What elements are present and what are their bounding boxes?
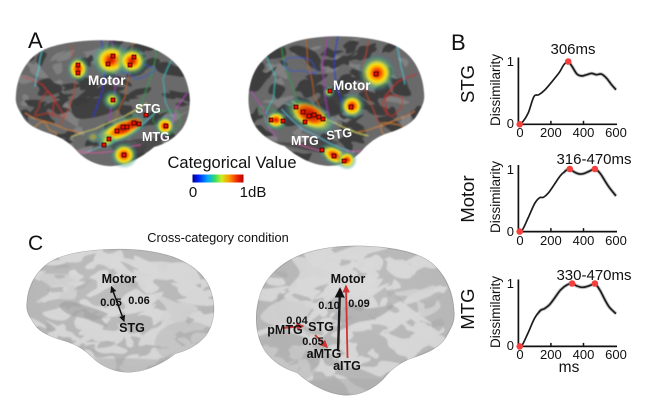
svg-text:C: C: [28, 232, 43, 255]
svg-text:Dissimilarity: Dissimilarity: [488, 54, 503, 126]
svg-text:STG: STG: [308, 320, 334, 334]
svg-text:MTG: MTG: [291, 134, 319, 148]
svg-text:200: 200: [540, 125, 562, 140]
svg-text:1: 1: [507, 162, 514, 177]
svg-text:0: 0: [516, 233, 523, 248]
svg-text:0.06: 0.06: [128, 295, 149, 307]
svg-text:B: B: [451, 30, 466, 55]
svg-text:Dissimilarity: Dissimilarity: [488, 161, 503, 233]
svg-text:400: 400: [573, 125, 595, 140]
svg-text:Dissimilarity: Dissimilarity: [488, 276, 503, 348]
svg-text:ms: ms: [559, 359, 580, 376]
svg-text:0: 0: [516, 125, 523, 140]
svg-text:200: 200: [540, 233, 562, 248]
svg-text:pMTG: pMTG: [267, 323, 302, 337]
svg-text:0: 0: [516, 347, 523, 362]
svg-text:STG: STG: [119, 321, 145, 335]
svg-text:0.10: 0.10: [318, 300, 339, 312]
svg-text:STG: STG: [135, 102, 161, 116]
svg-text:aMTG: aMTG: [307, 347, 342, 361]
svg-text:MTG: MTG: [457, 288, 478, 329]
svg-text:330-470ms: 330-470ms: [556, 267, 631, 284]
svg-text:Motor: Motor: [331, 272, 366, 286]
svg-text:Categorical Value: Categorical Value: [167, 154, 296, 172]
svg-text:Cross-category condition: Cross-category condition: [147, 230, 289, 245]
svg-text:STG: STG: [325, 126, 352, 143]
svg-text:1dB: 1dB: [240, 184, 267, 201]
svg-text:0: 0: [507, 224, 514, 239]
svg-text:MTG: MTG: [142, 130, 170, 144]
svg-text:200: 200: [540, 347, 562, 362]
svg-text:0.05: 0.05: [100, 297, 121, 309]
svg-text:1: 1: [507, 54, 514, 69]
svg-text:aITG: aITG: [333, 359, 361, 373]
svg-text:0.04: 0.04: [286, 315, 308, 327]
svg-text:400: 400: [573, 233, 595, 248]
svg-text:0: 0: [507, 116, 514, 131]
svg-text:Motor: Motor: [457, 175, 478, 222]
svg-text:0: 0: [507, 338, 514, 353]
svg-text:1: 1: [507, 276, 514, 291]
svg-text:STG: STG: [457, 65, 478, 103]
svg-text:600: 600: [605, 347, 627, 362]
svg-text:600: 600: [605, 125, 627, 140]
svg-text:A: A: [28, 28, 43, 53]
svg-text:0: 0: [189, 184, 197, 201]
svg-text:306ms: 306ms: [550, 41, 595, 58]
svg-text:400: 400: [573, 347, 595, 362]
svg-text:600: 600: [605, 233, 627, 248]
svg-text:0.05: 0.05: [302, 336, 323, 348]
svg-text:Motor: Motor: [102, 272, 137, 286]
svg-text:Motor: Motor: [88, 73, 126, 88]
svg-text:316-470ms: 316-470ms: [556, 151, 631, 168]
svg-text:Motor: Motor: [333, 78, 371, 93]
svg-text:0.09: 0.09: [348, 298, 369, 310]
